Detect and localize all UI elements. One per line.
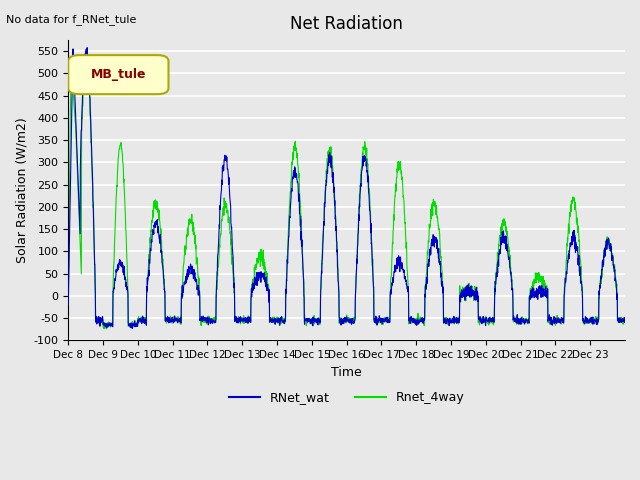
Rnet_4way	[621, 317, 628, 323]
FancyBboxPatch shape	[68, 55, 168, 94]
Rnet_4way	[381, 317, 388, 323]
Rnet_4way	[241, 316, 248, 322]
Text: No data for f_RNet_tule: No data for f_RNet_tule	[6, 14, 137, 25]
RNet_wat	[129, 325, 136, 331]
Line: RNet_wat: RNet_wat	[68, 48, 625, 328]
Rnet_4way	[546, 319, 554, 324]
RNet_wat	[621, 318, 628, 324]
Rnet_4way	[65, 295, 72, 301]
Title: Net Radiation: Net Radiation	[290, 15, 403, 33]
Rnet_4way	[82, 60, 90, 66]
RNet_wat	[613, 291, 621, 297]
RNet_wat	[515, 317, 522, 323]
RNet_wat	[120, 272, 128, 278]
RNet_wat	[83, 45, 91, 50]
RNet_wat	[381, 319, 388, 324]
Legend: RNet_wat, Rnet_4way: RNet_wat, Rnet_4way	[223, 386, 470, 409]
X-axis label: Time: Time	[332, 366, 362, 379]
RNet_wat	[241, 315, 248, 321]
Text: MB_tule: MB_tule	[91, 68, 146, 81]
RNet_wat	[65, 302, 72, 308]
Rnet_4way	[613, 290, 621, 296]
Rnet_4way	[120, 188, 128, 193]
RNet_wat	[546, 317, 554, 323]
Line: Rnet_4way: Rnet_4way	[68, 63, 625, 329]
Rnet_4way	[102, 326, 110, 332]
Y-axis label: Solar Radiation (W/m2): Solar Radiation (W/m2)	[15, 118, 28, 263]
Rnet_4way	[515, 316, 522, 322]
